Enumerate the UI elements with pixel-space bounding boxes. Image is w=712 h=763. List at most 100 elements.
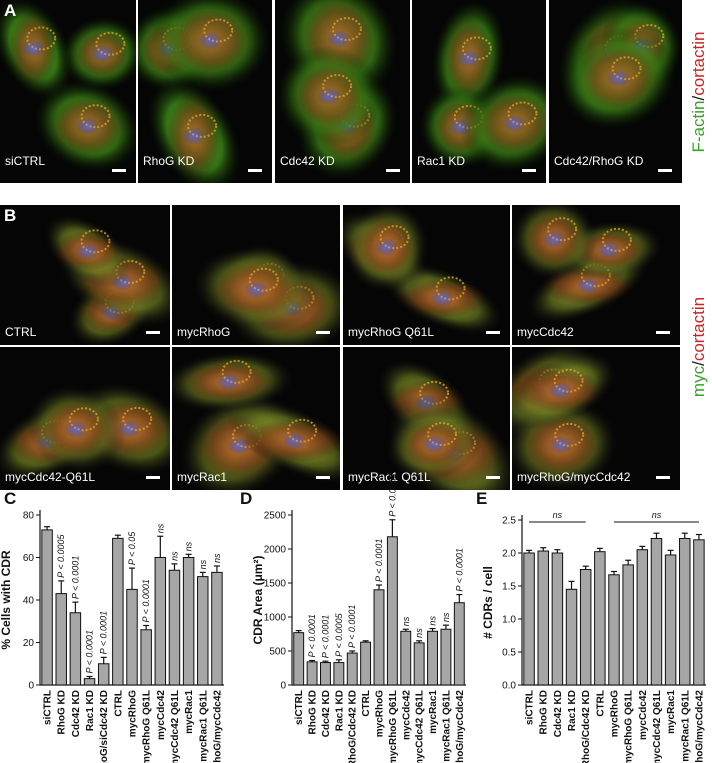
x-tick-label: mycRhoG Q61L — [388, 690, 399, 763]
micrograph-content — [172, 351, 340, 490]
x-tick-label: mycRhoG — [128, 690, 139, 737]
panel-letter: B — [4, 206, 16, 225]
nucleus — [63, 420, 88, 439]
x-tick-label: Rac1 KD — [567, 690, 578, 731]
significance-label: P < 0.0005 — [56, 533, 66, 577]
bar — [140, 629, 152, 686]
bar — [69, 612, 82, 686]
y-tick-label: 1500 — [264, 579, 287, 590]
bar — [427, 630, 438, 686]
x-tick-label: Cdc42 KD — [321, 690, 332, 737]
y-axis-label: # CDRs / cell — [481, 566, 495, 639]
y-tick-label: 0 — [28, 681, 34, 692]
nucleus — [422, 435, 447, 454]
ruffle — [203, 18, 234, 43]
significance-label: ns — [652, 510, 662, 520]
image-label: RhoG KD — [143, 154, 195, 168]
significance-label: P < 0.05 — [127, 531, 137, 565]
panel-letter: E — [476, 489, 487, 508]
bar — [664, 554, 677, 686]
ruffle — [80, 229, 111, 254]
stain-label: myc/cortactin — [689, 297, 708, 397]
bar — [400, 630, 412, 686]
stain-red: cortactin — [689, 297, 708, 361]
x-tick-label: mycCdc42 Q61L — [170, 690, 181, 763]
bar — [453, 602, 465, 686]
significance-label: ns — [401, 616, 411, 626]
nucleus — [575, 276, 600, 295]
bar — [211, 571, 223, 686]
nucleus — [317, 87, 342, 106]
bar — [693, 539, 705, 686]
bar — [565, 588, 578, 686]
x-tick-label: RhoG/Cdc42 KD — [348, 690, 359, 763]
bar — [523, 552, 535, 686]
x-tick-label: mycRac1 — [428, 690, 439, 734]
nucleus — [430, 289, 455, 308]
nucleus — [456, 49, 481, 68]
x-tick-label: mycRhoG/mycCdc42 — [212, 690, 223, 763]
x-tick-label: mycRac1 Q61L — [198, 690, 209, 762]
scale-bar — [316, 476, 330, 479]
micrograph-content — [558, 0, 682, 130]
x-tick-label: mycCdc42 Q61L — [415, 690, 426, 763]
bar — [594, 551, 606, 686]
nucleus — [90, 44, 115, 63]
x-tick-label: mycRac1 Q61L — [441, 690, 452, 762]
bar — [126, 588, 138, 686]
x-tick-label: mycCdc42 — [638, 690, 649, 740]
ruffle — [553, 368, 584, 393]
ruffle — [427, 422, 458, 447]
ruffle — [248, 267, 279, 292]
nucleus — [243, 280, 268, 299]
image-label: CTRL — [5, 325, 37, 339]
bar — [333, 662, 345, 686]
x-tick-label: siCTRL — [525, 690, 536, 725]
scale-bar — [316, 331, 330, 334]
stain-separator: / — [689, 361, 708, 366]
x-tick-label: CTRL — [361, 690, 372, 717]
micrograph-content — [0, 382, 170, 482]
x-tick-label: RhoG KD — [308, 690, 319, 734]
x-tick-label: mycRac1 Q61L — [680, 690, 691, 762]
bar — [293, 632, 305, 686]
significance-label: ns — [553, 510, 563, 520]
x-tick-label: siCTRL — [43, 690, 54, 725]
x-tick-label: Rac1 KD — [85, 690, 96, 731]
x-tick-label: Rac1 KD — [334, 690, 345, 731]
scale-bar — [146, 331, 160, 334]
stain-green: F-actin — [689, 101, 708, 153]
ruffle — [554, 422, 585, 447]
micrograph-content — [512, 347, 619, 490]
y-tick-label: 2000 — [264, 545, 287, 556]
scale-bar — [486, 476, 500, 479]
significance-label: ns — [155, 523, 165, 533]
significance-label: ns — [414, 628, 424, 638]
nucleus — [182, 126, 207, 145]
nucleus — [282, 431, 307, 450]
stain-separator: / — [689, 96, 708, 101]
scale-bar — [386, 169, 400, 172]
stain-red: cortactin — [689, 32, 708, 96]
micrograph-content — [0, 0, 136, 173]
ruffle — [122, 406, 153, 431]
x-tick-label: mycRac1 — [666, 690, 677, 734]
x-tick-label: RhoG KD — [57, 690, 68, 734]
significance-label: ns — [198, 559, 208, 569]
bar — [83, 678, 96, 686]
scale-bar — [248, 169, 262, 172]
y-tick-label: 1.5 — [502, 582, 516, 593]
ruffle — [601, 227, 632, 252]
x-tick-label: mycRhoG — [610, 690, 621, 737]
micrograph-content — [377, 358, 510, 490]
x-tick-label: CTRL — [113, 690, 124, 717]
ruffle — [80, 104, 111, 129]
y-tick-label: 500 — [269, 647, 286, 658]
bar — [551, 552, 564, 686]
x-tick-label: mycCdc42 Q61L — [652, 690, 663, 763]
image-label: mycRhoG/mycCdc42 — [517, 470, 631, 484]
significance-label: P < 0.0001 — [70, 556, 80, 599]
image-label: Cdc42 KD — [280, 154, 335, 168]
panel-letter: A — [4, 1, 16, 20]
significance-label: P < 0.0001 — [99, 611, 109, 654]
